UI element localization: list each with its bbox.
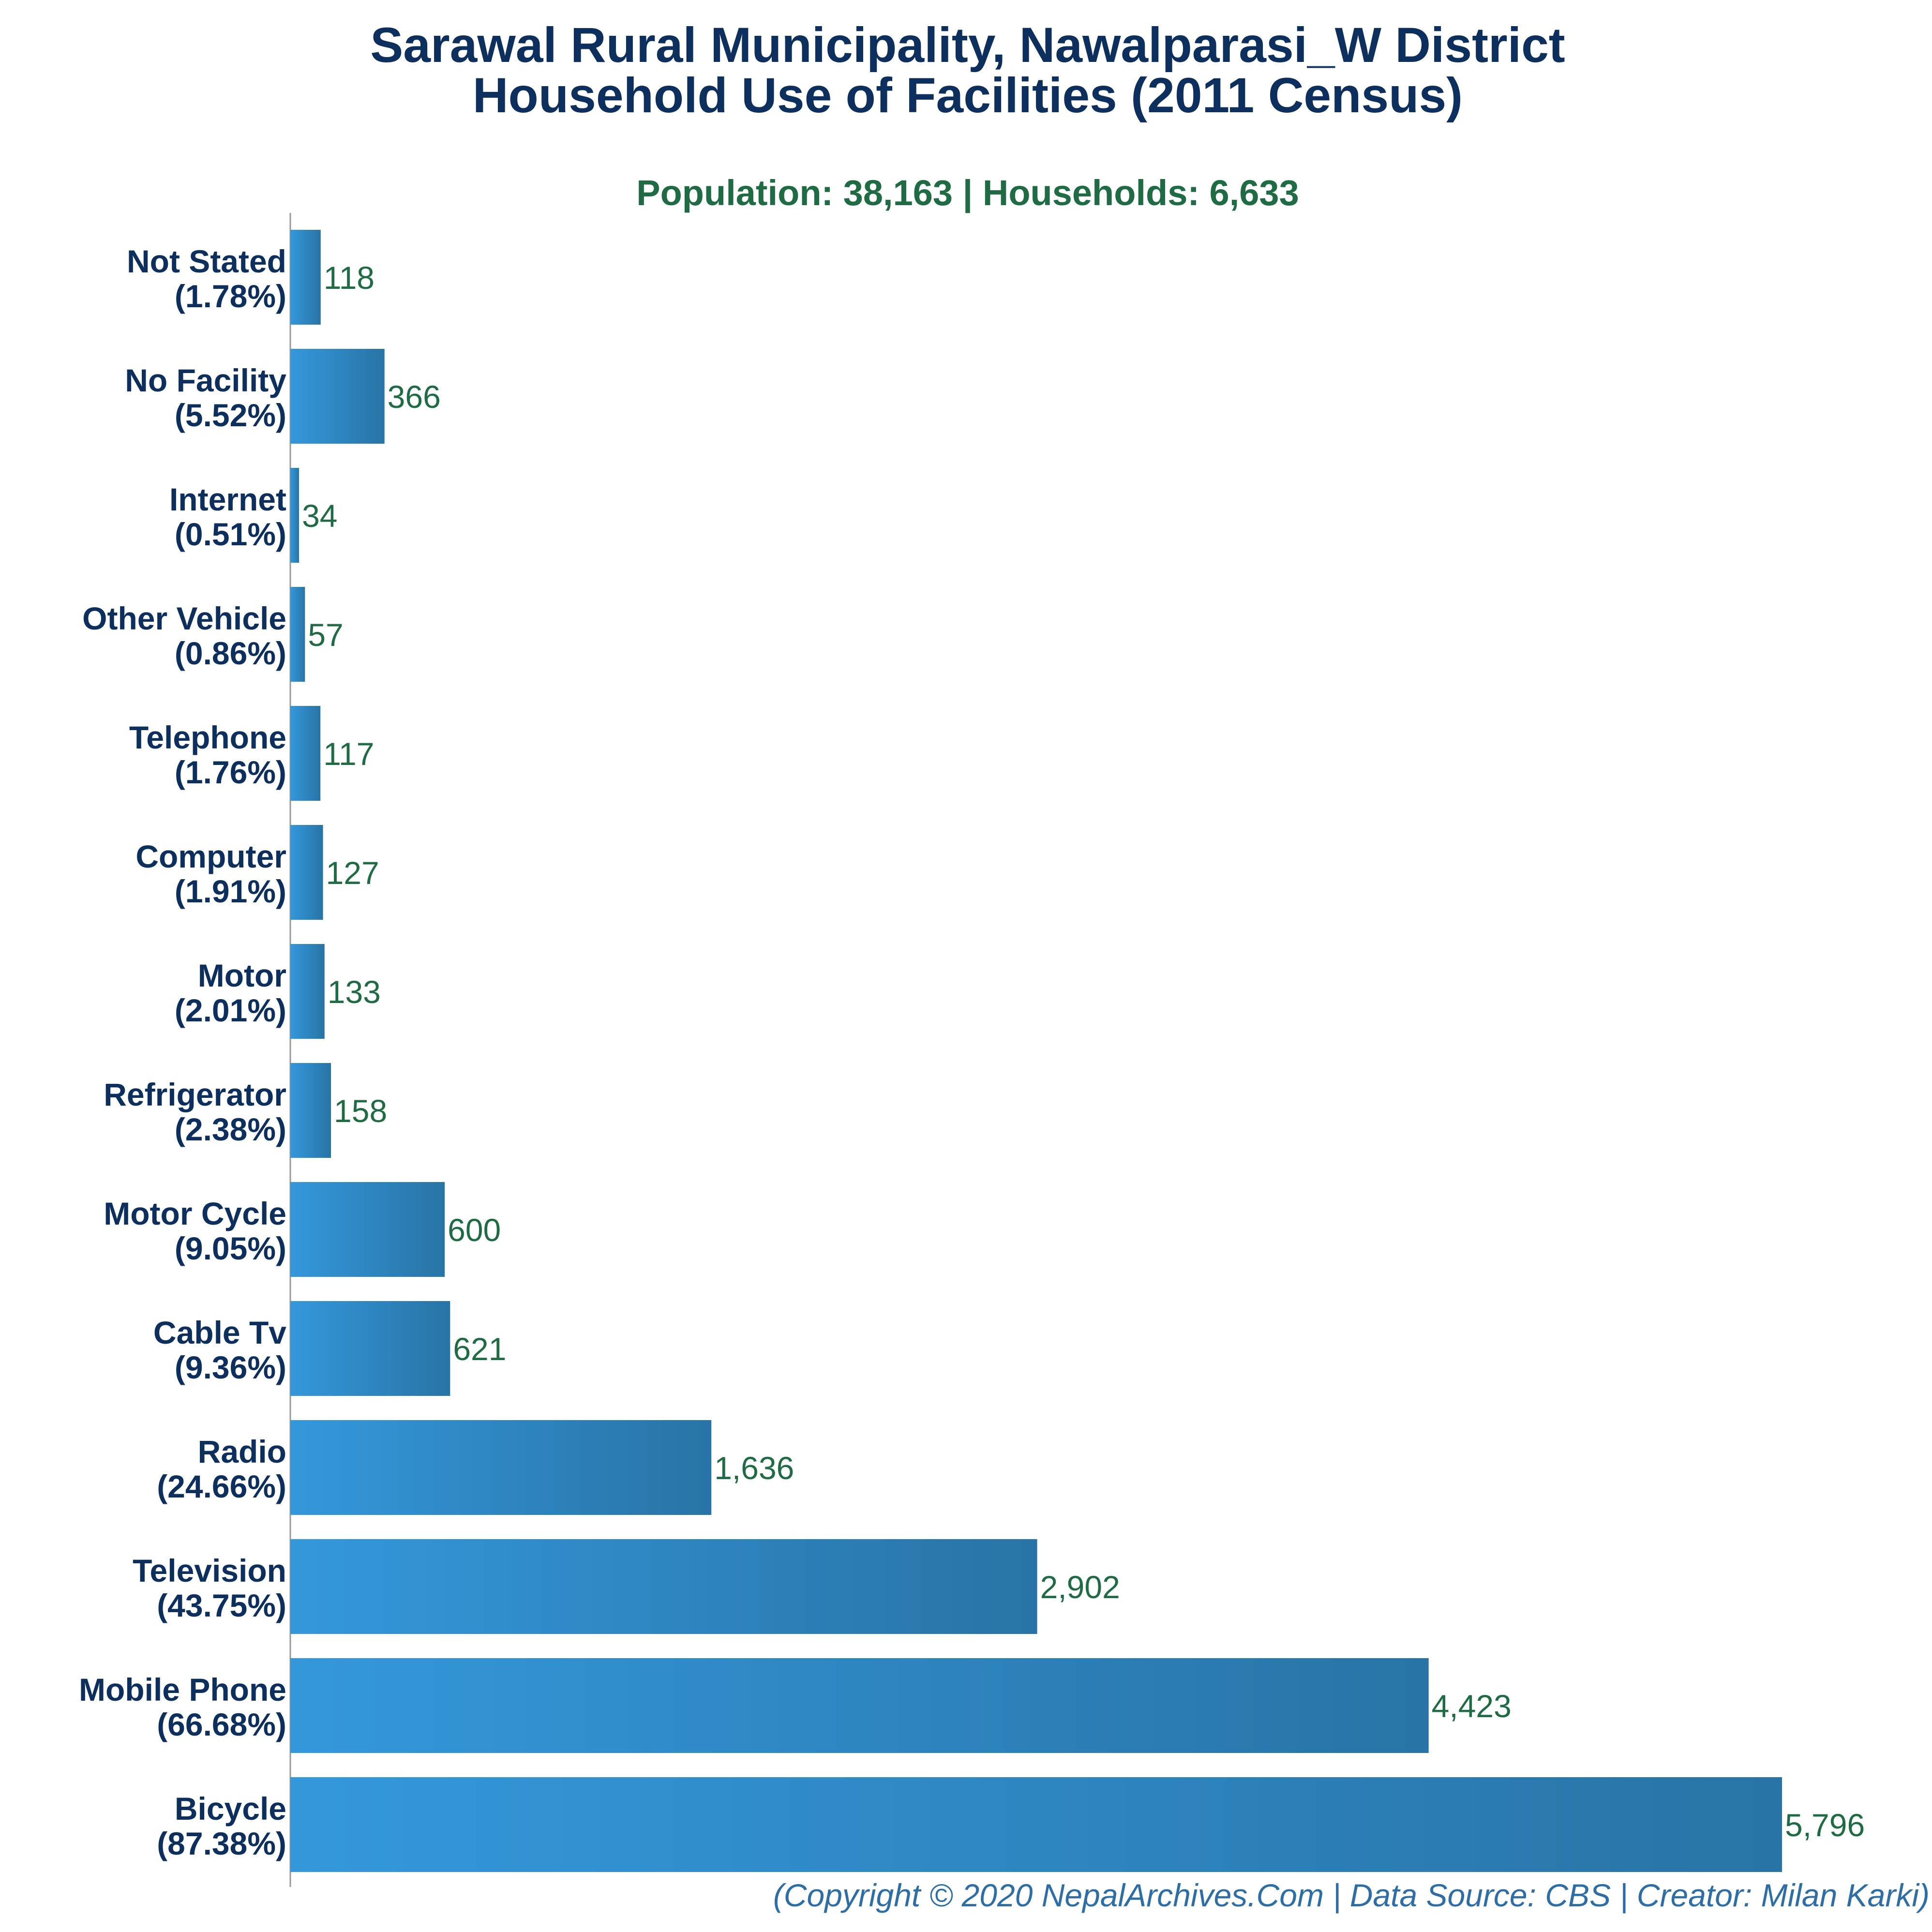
value-label: 34 <box>302 498 337 534</box>
category-label: No Facility <box>125 362 286 398</box>
category-label: Radio <box>198 1434 286 1469</box>
chart-title-line2: Household Use of Facilities (2011 Census… <box>473 68 1463 123</box>
category-label: Motor <box>198 958 286 993</box>
category-percent-label: (2.01%) <box>175 992 286 1028</box>
category-percent-label: (66.68%) <box>157 1707 286 1742</box>
category-label: Refrigerator <box>104 1077 286 1112</box>
category-percent-label: (1.91%) <box>175 873 286 909</box>
category-label: Cable Tv <box>153 1315 286 1350</box>
bar-not-stated <box>290 230 321 325</box>
category-label: Telephone <box>129 719 286 755</box>
value-label: 2,902 <box>1040 1569 1120 1605</box>
value-label: 127 <box>326 855 379 891</box>
category-label: Computer <box>135 839 286 874</box>
category-percent-label: (0.51%) <box>175 516 286 552</box>
chart-subtitle: Population: 38,163 | Households: 6,633 <box>636 173 1299 213</box>
value-label: 118 <box>324 260 374 296</box>
category-percent-label: (1.76%) <box>175 754 286 790</box>
category-label: Television <box>133 1553 286 1588</box>
bar-no-facility <box>290 349 385 444</box>
category-label: Motor Cycle <box>104 1196 286 1231</box>
bar-cable-tv <box>290 1301 450 1396</box>
bar-motor <box>290 944 325 1039</box>
category-percent-label: (87.38%) <box>157 1826 286 1861</box>
category-label: Internet <box>169 481 286 517</box>
chart-footer: (Copyright © 2020 NepalArchives.Com | Da… <box>773 1877 1930 1914</box>
value-label: 4,423 <box>1432 1688 1512 1724</box>
category-label: Mobile Phone <box>79 1672 286 1707</box>
bar-television <box>290 1539 1037 1634</box>
bars-group: 118 Not Stated(1.78%) 366 No Facility(5.52%… <box>79 230 1865 1872</box>
value-label: 366 <box>388 379 441 415</box>
value-label: 621 <box>453 1331 506 1367</box>
bar-computer <box>290 825 323 920</box>
bar-bicycle <box>290 1777 1782 1872</box>
category-percent-label: (2.38%) <box>175 1111 286 1147</box>
category-percent-label: (9.36%) <box>175 1349 286 1385</box>
bar-motor-cycle <box>290 1182 445 1277</box>
category-percent-label: (43.75%) <box>157 1588 286 1623</box>
bar-other-vehicle <box>290 587 305 682</box>
category-label: Other Vehicle <box>82 600 286 636</box>
category-percent-label: (0.86%) <box>175 635 286 671</box>
bar-radio <box>290 1420 712 1515</box>
category-label: Bicycle <box>175 1791 286 1827</box>
value-label: 1,636 <box>714 1450 794 1486</box>
category-percent-label: (24.66%) <box>157 1468 286 1504</box>
value-label: 57 <box>308 617 343 653</box>
chart-title-line1: Sarawal Rural Municipality, Nawalparasi_… <box>370 17 1565 73</box>
bar-refrigerator <box>290 1063 331 1158</box>
category-label: Not Stated <box>127 243 286 279</box>
bar-internet <box>290 468 300 563</box>
category-percent-label: (1.78%) <box>175 278 286 314</box>
value-label: 117 <box>323 736 374 772</box>
bar-telephone <box>290 706 321 801</box>
value-label: 133 <box>328 974 381 1010</box>
category-percent-label: (5.52%) <box>175 397 286 433</box>
bar-mobile-phone <box>290 1658 1429 1753</box>
value-label: 158 <box>334 1093 387 1129</box>
value-label: 600 <box>448 1212 501 1248</box>
value-label: 5,796 <box>1785 1807 1865 1843</box>
category-percent-label: (9.05%) <box>175 1230 286 1266</box>
